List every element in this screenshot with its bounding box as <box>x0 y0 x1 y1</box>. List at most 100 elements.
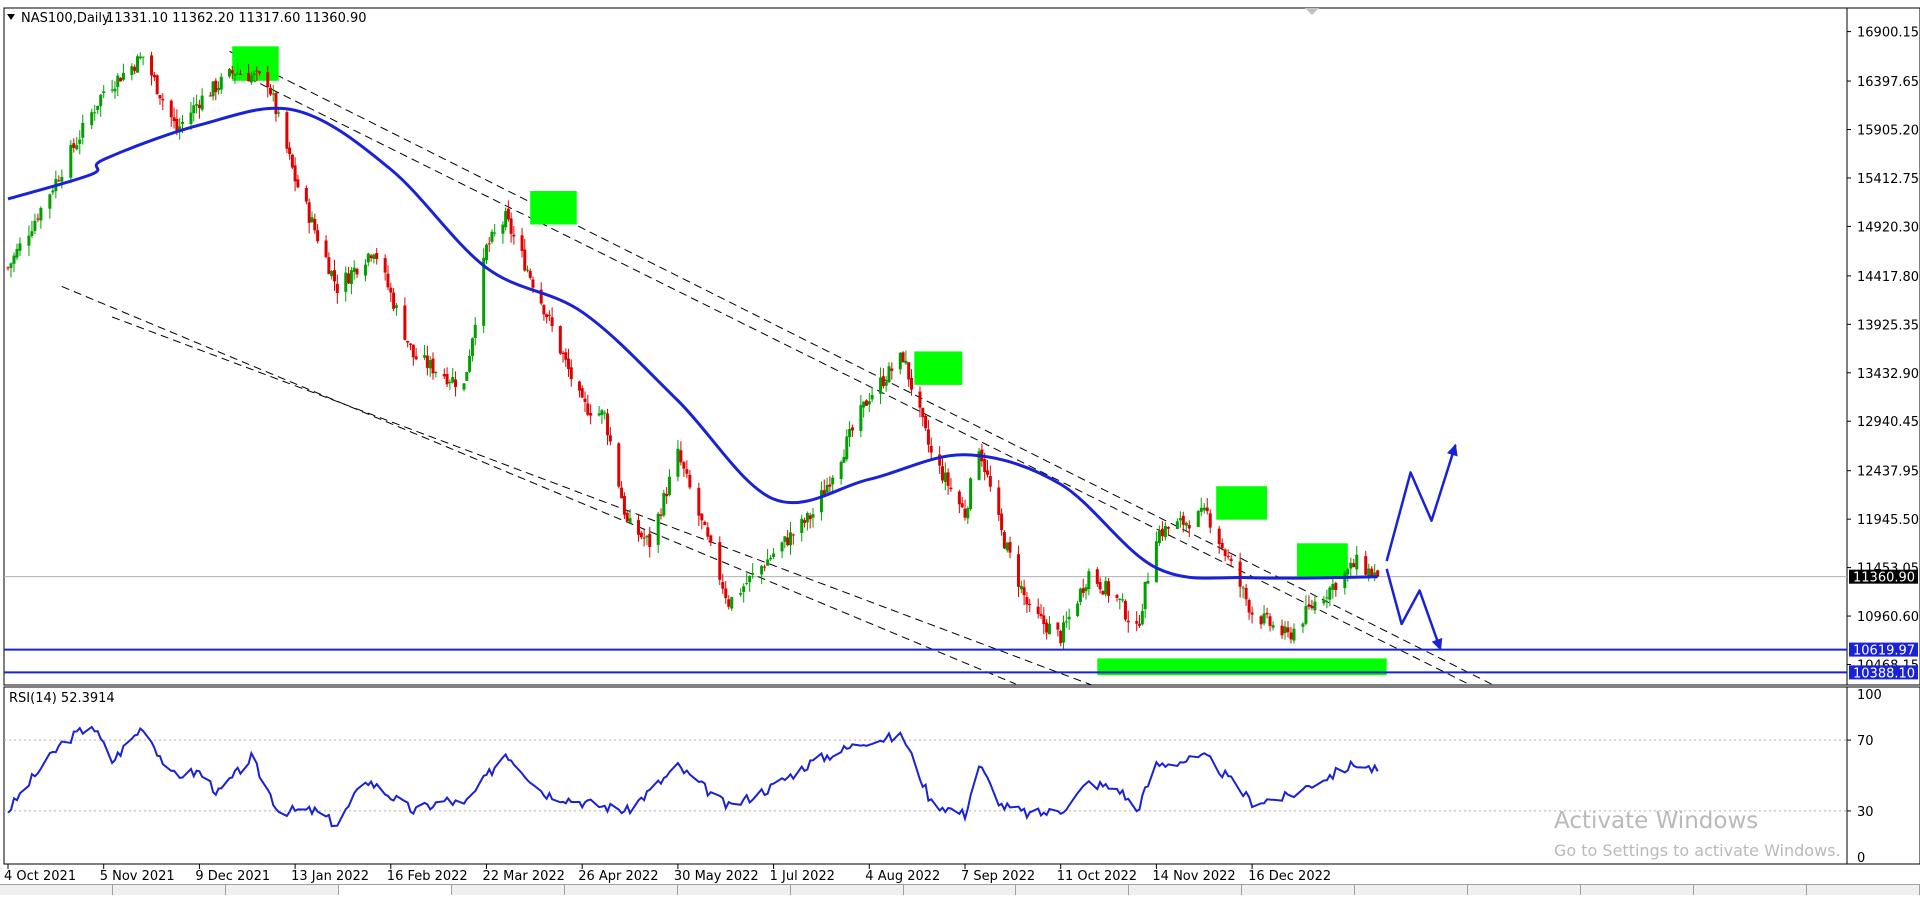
candle-body <box>648 533 652 548</box>
shift-marker-icon[interactable] <box>1305 8 1319 15</box>
candle-body <box>606 413 610 436</box>
candle-body <box>113 88 117 92</box>
symbol-info: NAS100,Daily 11331.10 11362.20 11317.60 … <box>7 11 367 26</box>
symbol-header: NAS100,Daily <box>21 11 110 26</box>
price-tick-label: 14920.30 <box>1857 220 1919 235</box>
candle-body <box>285 112 289 149</box>
projection-arrow[interactable] <box>1385 444 1457 562</box>
price-tick-label: 13432.90 <box>1857 367 1919 382</box>
candle-body <box>1067 616 1071 620</box>
chart-tab[interactable] <box>0 885 113 895</box>
projection-arrow[interactable] <box>1385 568 1442 650</box>
candle-body <box>1346 569 1350 575</box>
candle-body <box>1002 532 1006 549</box>
candle-body <box>745 583 749 585</box>
level-lines[interactable] <box>4 648 1847 674</box>
chart-tab[interactable] <box>451 885 565 895</box>
highlight-box[interactable] <box>1216 486 1268 520</box>
candle-body <box>445 374 449 385</box>
candle-body <box>688 474 692 488</box>
chart-tab[interactable] <box>112 885 226 895</box>
candle-body <box>6 267 10 269</box>
chart-tab[interactable] <box>903 885 1017 895</box>
candle-body <box>676 448 680 477</box>
candle-body <box>910 377 914 390</box>
highlight-box[interactable] <box>1296 543 1348 577</box>
time-tick-label: 16 Feb 2022 <box>387 869 468 884</box>
candle-body <box>881 376 885 387</box>
candle-body <box>189 112 193 124</box>
candle-body <box>600 410 604 416</box>
candle-body <box>822 490 826 495</box>
candle-body <box>236 72 240 74</box>
activation-watermark-subtitle: Go to Settings to activate Windows. <box>1554 841 1841 860</box>
candle-body <box>791 534 795 536</box>
candle-body <box>30 231 34 236</box>
candle-body <box>1160 528 1164 537</box>
candle-body <box>1039 613 1043 617</box>
moving-average-layer[interactable] <box>7 106 1378 580</box>
candle-body <box>845 436 849 460</box>
chart-tab[interactable] <box>790 885 904 895</box>
candle-body <box>428 360 432 369</box>
highlight-boxes[interactable] <box>232 46 1387 676</box>
rsi-axis[interactable] <box>1846 686 1920 865</box>
highlight-box[interactable] <box>1097 658 1387 676</box>
chart-tab[interactable] <box>1807 885 1920 895</box>
candle-body <box>831 477 835 485</box>
candle-body <box>1205 507 1209 512</box>
candle-body <box>564 352 568 360</box>
chart-tab[interactable] <box>1581 885 1695 895</box>
candle-body <box>811 514 815 518</box>
candle-body <box>482 257 486 326</box>
candle-body <box>977 451 981 480</box>
price-tick-label: 12437.95 <box>1857 465 1919 480</box>
chart-tab[interactable] <box>1016 885 1130 895</box>
projection-arrows[interactable] <box>1385 443 1458 651</box>
channel-trendline[interactable] <box>248 77 1471 686</box>
time-tick-label: 13 Jan 2022 <box>291 869 369 884</box>
chart-tab[interactable] <box>1694 885 1807 895</box>
time-axis[interactable]: 4 Oct 2021 5 Nov 2021 9 Dec 2021 13 Jan 202… <box>4 864 1331 884</box>
candle-body <box>307 202 311 223</box>
chart-tab[interactable] <box>1355 885 1469 895</box>
channel-trendline[interactable] <box>111 316 1092 686</box>
candle-body <box>133 66 137 71</box>
highlight-box[interactable] <box>232 46 279 81</box>
main-chart-panel[interactable]: 16900.15 16397.65 15905.20 15412.75 14920.30… <box>3 7 1920 686</box>
candle-body <box>545 314 549 318</box>
candle-body <box>327 257 331 275</box>
candle-body <box>258 71 262 74</box>
candle-body <box>375 253 379 259</box>
candle-body <box>470 338 474 357</box>
candle-body <box>1056 622 1060 630</box>
collapse-triangle-icon[interactable] <box>7 14 15 20</box>
candle-body <box>1178 518 1182 521</box>
candle-body <box>12 255 16 264</box>
current-price-tag-label: 11360.90 <box>1853 571 1915 586</box>
time-tick-label: 14 Nov 2022 <box>1152 869 1235 884</box>
candle-body <box>158 95 162 99</box>
chart-tab[interactable] <box>1242 885 1356 895</box>
highlight-box[interactable] <box>530 191 577 225</box>
chart-tab-active[interactable] <box>338 885 452 895</box>
chart-tab[interactable] <box>677 885 791 895</box>
candle-body <box>152 74 156 78</box>
highlight-box[interactable] <box>914 351 963 385</box>
chart-tab[interactable] <box>225 885 339 895</box>
candle-body <box>1283 626 1287 634</box>
chart-tab[interactable] <box>564 885 678 895</box>
candle-body <box>293 165 297 182</box>
candle-body <box>1143 581 1147 610</box>
candle-body <box>355 268 359 275</box>
chart-tab[interactable] <box>1468 885 1582 895</box>
channel-trendline[interactable] <box>61 286 1016 685</box>
moving-average-line[interactable] <box>7 106 1378 580</box>
chart-tab[interactable] <box>1129 885 1243 895</box>
candle-body <box>963 508 967 518</box>
rsi-line-layer <box>7 725 1379 828</box>
candle-body <box>1355 554 1359 570</box>
rsi-panel[interactable]: 100 70 30 0 RSI(14) 52.3914 <box>3 686 1920 866</box>
candle-body <box>1241 587 1245 589</box>
